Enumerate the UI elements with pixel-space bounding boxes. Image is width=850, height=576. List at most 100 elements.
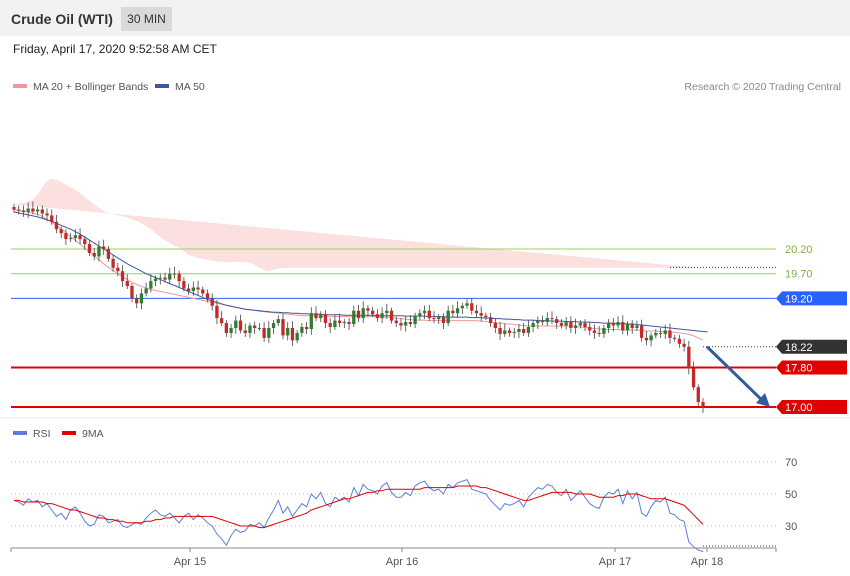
- rsi-legend-swatch-0: [13, 431, 27, 435]
- candle-body: [427, 310, 431, 319]
- candle-body: [64, 233, 68, 240]
- candle-body: [488, 317, 493, 324]
- candle-body: [389, 310, 394, 321]
- candle-body: [106, 249, 111, 259]
- candle-body: [78, 235, 82, 240]
- candle-body: [205, 293, 210, 299]
- candle-body: [588, 327, 592, 331]
- candle-body: [682, 343, 686, 347]
- candle-body: [399, 323, 403, 326]
- candle-body: [451, 310, 455, 314]
- candle-body: [12, 207, 16, 210]
- level-tag-4: [776, 360, 847, 375]
- candle-body: [371, 310, 375, 315]
- candle-body: [135, 298, 139, 304]
- candle-body: [460, 305, 464, 309]
- level-label-0: 20.20: [785, 244, 813, 256]
- candle-body: [31, 208, 35, 212]
- candle-body: [526, 327, 531, 333]
- projection-arrow: [705, 345, 766, 404]
- candle-body: [97, 246, 101, 257]
- candle-body: [446, 310, 450, 324]
- candle-body: [125, 281, 129, 287]
- candle-body: [408, 322, 413, 325]
- candle-body: [385, 310, 389, 314]
- candle-body: [139, 293, 144, 304]
- x-tick-label-0: Apr 15: [174, 556, 206, 568]
- candle-body: [470, 303, 474, 311]
- candle-body: [234, 320, 238, 328]
- candle-body: [238, 320, 243, 331]
- projection-arrow-head: [756, 393, 770, 407]
- level-label-3: 18.22: [785, 342, 813, 354]
- candle-body: [342, 322, 346, 324]
- candle-body: [418, 313, 422, 316]
- candle-body: [17, 209, 21, 211]
- x-tick-label-2: Apr 17: [599, 556, 631, 568]
- level-tag-5: [776, 400, 847, 414]
- candle-body: [120, 271, 125, 282]
- candle-body: [45, 213, 49, 216]
- interval-button[interactable]: 30 MIN: [121, 7, 172, 31]
- candle-body: [168, 273, 172, 280]
- timestamp-label: Friday, April 17, 2020 9:52:58 AM CET: [13, 42, 217, 56]
- candle-body: [507, 330, 512, 333]
- candle-body: [455, 308, 460, 314]
- rsi-ma-line: [14, 485, 704, 529]
- candle-body: [422, 310, 427, 314]
- candle-body: [163, 277, 167, 280]
- candle-body: [144, 288, 148, 294]
- rsi-tick-label: 70: [785, 457, 797, 469]
- candle-body: [479, 313, 483, 316]
- candle-body: [540, 320, 545, 323]
- candle-body: [35, 209, 40, 212]
- candle-body: [210, 298, 214, 306]
- candle-body: [40, 209, 44, 214]
- candle-body: [498, 328, 502, 334]
- rsi-legend-label-1: 9MA: [82, 428, 104, 440]
- candle-body: [248, 325, 252, 333]
- candle-body: [172, 273, 177, 275]
- candle-body: [555, 319, 559, 324]
- candle-body: [573, 325, 578, 328]
- candle-body: [621, 322, 625, 331]
- candle-body: [437, 317, 441, 320]
- candle-body: [271, 323, 276, 328]
- candle-body: [503, 330, 507, 334]
- candle-body: [658, 332, 663, 334]
- candle-body: [375, 314, 380, 319]
- candle-body: [333, 320, 337, 328]
- chart-header: Crude Oil (WTI) 30 MIN: [0, 0, 850, 36]
- candle-body: [394, 320, 398, 324]
- candle-body: [201, 289, 205, 294]
- legend-swatch-1: [155, 84, 169, 88]
- x-tick-label-3: Apr 18: [691, 556, 723, 568]
- rsi-legend-swatch-1: [62, 431, 76, 435]
- candle-body: [73, 235, 78, 239]
- candle-body: [592, 330, 597, 333]
- candle-body: [229, 328, 233, 333]
- candle-body: [215, 305, 219, 319]
- candle-body: [404, 322, 408, 326]
- candle-body: [300, 327, 304, 333]
- candle-body: [701, 402, 705, 408]
- candle-body: [186, 288, 191, 291]
- candle-body: [635, 325, 639, 328]
- candle-body: [569, 322, 573, 328]
- candle-body: [564, 322, 568, 326]
- candle-body: [286, 328, 290, 336]
- level-label-2: 19.20: [785, 293, 813, 305]
- candle-body: [602, 328, 606, 334]
- candle-body: [253, 325, 257, 328]
- candle-body: [606, 323, 611, 328]
- candle-body: [224, 323, 229, 333]
- candle-body: [352, 310, 356, 325]
- rsi-tick-label: 50: [785, 489, 797, 501]
- candle-body: [578, 323, 582, 326]
- candle-body: [611, 323, 615, 326]
- candle-body: [616, 322, 620, 326]
- candle-body: [545, 318, 549, 323]
- x-tick-label-1: Apr 16: [386, 556, 418, 568]
- candle-body: [102, 246, 106, 249]
